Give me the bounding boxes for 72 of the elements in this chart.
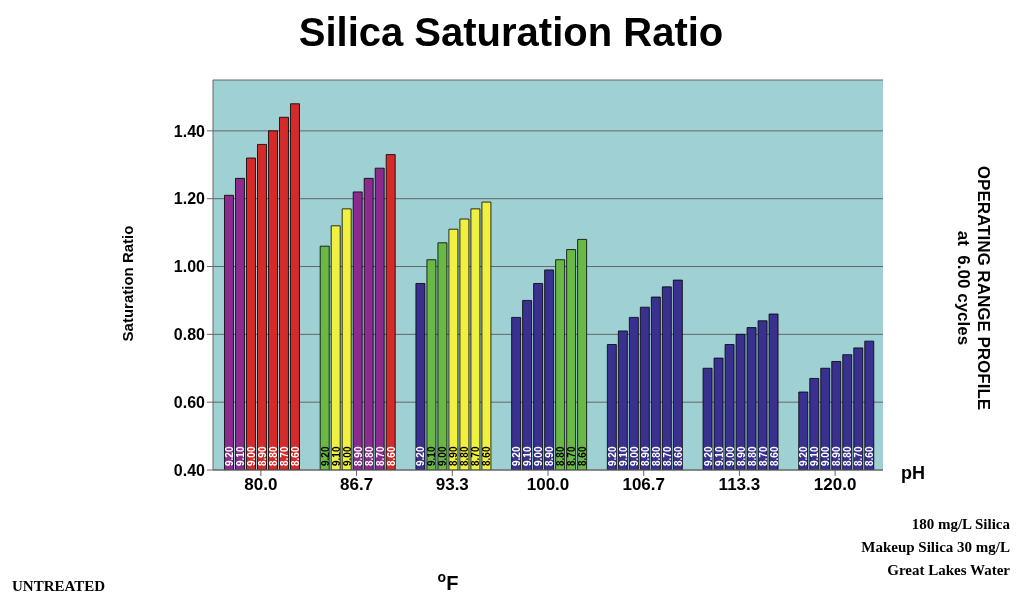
x-tick-label: 120.0 <box>813 475 857 495</box>
legend-title: pH <box>901 463 925 483</box>
chart-title: Silica Saturation Ratio <box>298 10 724 54</box>
text: 8.80 <box>842 446 854 466</box>
text: 9.00 <box>820 446 832 466</box>
y-tick-label: 1.40 <box>173 122 206 140</box>
text: 8.80 <box>555 446 567 466</box>
text: 180 mg/L Silica <box>911 516 1010 532</box>
text: Great Lakes Water <box>887 562 1010 578</box>
text: 9.00 <box>341 446 353 466</box>
x-tick-label: 86.7 <box>340 475 374 495</box>
text: 8.80 <box>363 446 375 466</box>
text: 9.20 <box>415 446 427 466</box>
x-tick-label: 113.3 <box>718 475 761 495</box>
text: 8.70 <box>661 446 673 466</box>
text: 8.60 <box>672 446 684 466</box>
text: 8.90 <box>352 446 364 466</box>
text: 9.20 <box>606 446 618 466</box>
x-tick-label: 93.3 <box>435 475 469 495</box>
text: 8.70 <box>470 446 482 466</box>
text: 9.00 <box>437 446 449 466</box>
text: 8.80 <box>650 446 662 466</box>
text: 8.60 <box>768 446 780 466</box>
y-tick-label: 0.80 <box>173 326 206 344</box>
text: 9.10 <box>522 446 534 466</box>
y-tick-label: 0.40 <box>173 461 206 479</box>
text: 8.90 <box>448 446 460 466</box>
text: 8.60 <box>481 446 493 466</box>
text: 9.00 <box>628 446 640 466</box>
series-label: 8.60 <box>289 446 301 466</box>
x-tick-label: 100.0 <box>526 475 570 495</box>
series-label: 8.70 <box>278 446 290 466</box>
series-label: 9.10 <box>234 446 246 466</box>
text: 8.70 <box>853 446 865 466</box>
text: 8.60 <box>385 446 397 466</box>
text: 9.20 <box>319 446 331 466</box>
text: OPERATING RANGE PROFILE <box>974 165 993 411</box>
x-tick-label: 106.7 <box>622 475 665 495</box>
text: 9.10 <box>713 446 725 466</box>
text: 8.60 <box>577 446 589 466</box>
series-label: 8.80 <box>267 446 279 466</box>
y-axis-title: Saturation Ratio <box>119 225 137 341</box>
text: 9.10 <box>809 446 821 466</box>
text: 8.80 <box>746 446 758 466</box>
text: 8.90 <box>735 446 747 466</box>
series-label: 9.00 <box>245 446 257 466</box>
text: 8.60 <box>864 446 876 466</box>
text: 8.70 <box>566 446 578 466</box>
text: 8.90 <box>544 446 556 466</box>
series-label: 9.20 <box>223 446 235 466</box>
y-tick-label: 1.00 <box>173 258 206 276</box>
text: 9.10 <box>426 446 438 466</box>
x-tick-label: 80.0 <box>244 475 278 495</box>
text: 8.70 <box>757 446 769 466</box>
text: UNTREATED <box>12 578 106 594</box>
text: 9.10 <box>617 446 629 466</box>
text: 8.80 <box>459 446 471 466</box>
text: 9.00 <box>724 446 736 466</box>
text: 9.20 <box>702 446 714 466</box>
text: at 6.00 cycles <box>954 230 973 346</box>
text: 8.90 <box>831 446 843 466</box>
y-tick-label: 0.60 <box>173 393 206 411</box>
text: 9.20 <box>511 446 523 466</box>
text: 8.90 <box>639 446 651 466</box>
y-tick-label: 1.20 <box>173 190 206 208</box>
text: Makeup Silica 30 mg/L <box>861 539 1010 555</box>
text: 9.00 <box>533 446 545 466</box>
text: 9.10 <box>330 446 342 466</box>
x-axis-title: $^{o}$F <box>437 569 459 594</box>
text: 8.70 <box>374 446 386 466</box>
text: 9.20 <box>798 446 810 466</box>
series-label: 8.90 <box>256 446 268 466</box>
